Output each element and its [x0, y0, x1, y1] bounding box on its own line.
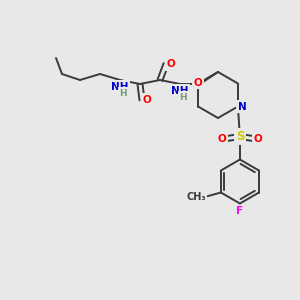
Text: F: F: [236, 206, 244, 217]
Text: CH₃: CH₃: [186, 193, 206, 202]
Text: O: O: [254, 134, 262, 143]
Text: O: O: [167, 59, 176, 69]
Text: NH: NH: [171, 86, 189, 96]
Text: H: H: [179, 92, 187, 101]
Text: H: H: [119, 88, 127, 98]
Text: S: S: [236, 130, 244, 143]
Text: O: O: [142, 95, 152, 105]
Text: O: O: [194, 77, 203, 88]
Text: NH: NH: [111, 82, 129, 92]
Text: N: N: [238, 101, 246, 112]
Text: O: O: [218, 134, 226, 143]
